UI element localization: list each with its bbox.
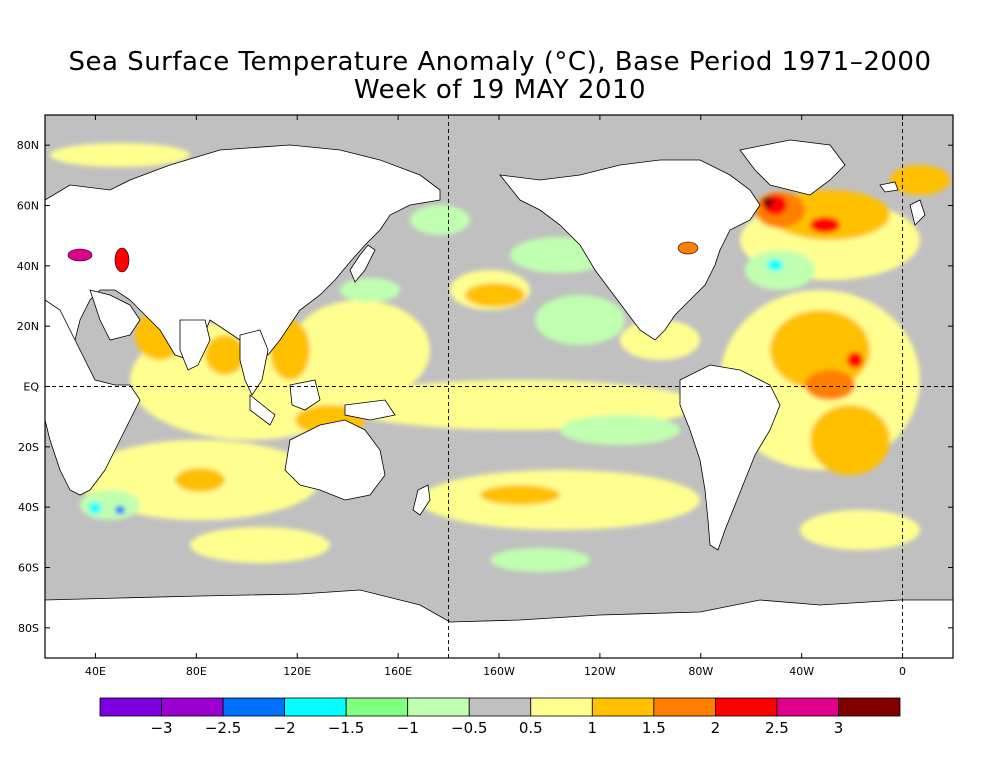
anomaly-cool-northwest-pacific bbox=[410, 205, 470, 235]
britain-land bbox=[909, 199, 926, 226]
anomaly-cool-north-atlantic bbox=[745, 250, 815, 290]
australia-land bbox=[284, 419, 386, 501]
lon-tick-label: 120E bbox=[283, 665, 311, 678]
colorbar-label: 3 bbox=[834, 719, 844, 737]
new-guinea-land bbox=[344, 399, 396, 421]
anomaly-cool-southern-ocean bbox=[490, 548, 590, 572]
map-subtitle: Week of 19 MAY 2010 bbox=[353, 75, 647, 105]
lon-tick-label: 160E bbox=[384, 665, 412, 678]
lon-tick-label: 80E bbox=[186, 665, 207, 678]
map-title: Sea Surface Temperature Anomaly (°C), Ba… bbox=[68, 47, 932, 77]
india-land bbox=[179, 319, 211, 371]
colorbar-label: −1 bbox=[397, 719, 419, 737]
colorbar-swatch bbox=[99, 697, 162, 717]
anomaly-tropical-atlantic bbox=[770, 310, 870, 390]
eurasia-land bbox=[45, 144, 441, 361]
colorbar: −3 −2.5 −2 −1.5 −1 −0.5 0.5 1 1.5 2 2.5 3 bbox=[99, 697, 901, 737]
anomaly-south-indian-cool bbox=[89, 502, 101, 514]
colorbar-label: 0.5 bbox=[519, 719, 543, 737]
japan-land bbox=[349, 244, 376, 283]
greenland-land bbox=[739, 139, 846, 196]
colorbar-swatch bbox=[653, 697, 716, 717]
colorbar-swatch bbox=[714, 697, 778, 717]
anomaly-gulf-stream-cool bbox=[767, 259, 783, 271]
southeast-asia-land bbox=[239, 329, 269, 396]
lon-tick-label: 160W bbox=[483, 665, 515, 678]
lon-tick-label: 0 bbox=[899, 665, 906, 678]
anomaly-north-pacific-subtropic bbox=[465, 283, 525, 307]
land-masses bbox=[45, 139, 953, 658]
lon-tick-label: 40W bbox=[789, 665, 814, 678]
anomaly-cool-kuroshio bbox=[340, 278, 400, 302]
colorbar-swatch bbox=[161, 697, 224, 717]
anomaly-cool-south-indian-west bbox=[80, 490, 140, 520]
colorbar-label: −2.5 bbox=[205, 719, 241, 737]
black-sea-anomaly bbox=[67, 248, 93, 262]
colorbar-label: −3 bbox=[150, 719, 172, 737]
lat-tick-label: 80S bbox=[18, 622, 39, 635]
anomaly-warm-south-atlantic-lat40 bbox=[800, 510, 920, 550]
reference-lines bbox=[45, 115, 953, 658]
anomaly-warm-south-pacific bbox=[420, 470, 700, 530]
south-america-land bbox=[679, 364, 781, 551]
antarctica-land bbox=[45, 589, 953, 658]
north-america-land bbox=[499, 159, 761, 341]
great-lakes-anomaly bbox=[677, 241, 699, 255]
anomaly-labrador-sea-peak bbox=[762, 197, 774, 207]
africa-land bbox=[45, 299, 141, 496]
anomaly-cool-south-pacific bbox=[560, 415, 680, 445]
colorbar-label: 2 bbox=[711, 719, 721, 737]
colorbar-swatch bbox=[530, 697, 593, 717]
lon-tick-label: 40E bbox=[85, 665, 106, 678]
iceland-land bbox=[879, 181, 899, 193]
colorbar-swatch bbox=[591, 697, 655, 717]
colorbar-label: −2 bbox=[274, 719, 296, 737]
lat-tick-label: 60N bbox=[17, 200, 39, 213]
latitude-axis: 80N 60N 40N 20N EQ 20S 40S 60S 80S bbox=[17, 139, 953, 635]
lat-tick-label: 40S bbox=[18, 501, 39, 514]
anomaly-north-atlantic-hot bbox=[810, 217, 840, 233]
sumatra-land bbox=[249, 394, 276, 426]
lat-tick-label: 60S bbox=[18, 562, 39, 575]
anomaly-cool-central-pacific bbox=[535, 295, 625, 345]
colorbar-swatch bbox=[468, 697, 532, 717]
anomaly-west-arctic bbox=[890, 165, 950, 195]
anomaly-mid-south-atlantic bbox=[805, 370, 855, 400]
colorbar-label: 2.5 bbox=[765, 719, 789, 737]
lat-tick-label: 40N bbox=[17, 260, 39, 273]
lon-tick-label: 80W bbox=[688, 665, 713, 678]
borneo-land bbox=[289, 379, 321, 411]
colorbar-label: −0.5 bbox=[451, 719, 487, 737]
colorbar-swatch bbox=[776, 697, 839, 717]
anomaly-tropical-atlantic-hot bbox=[847, 352, 863, 368]
colorbar-swatch bbox=[284, 697, 347, 717]
longitude-axis: 40E 80E 120E 160E 160W 120W 80W 40W 0 bbox=[85, 115, 906, 678]
anomaly-warm-western-pacific bbox=[290, 300, 430, 400]
colorbar-label: −1.5 bbox=[328, 719, 364, 737]
colorbar-swatch bbox=[222, 697, 286, 717]
anomaly-south-pacific-warm bbox=[480, 485, 560, 505]
caspian-sea-anomaly bbox=[114, 247, 130, 273]
anomaly-warm-southern-ocean bbox=[190, 527, 330, 563]
anomaly-bay-of-bengal bbox=[205, 335, 245, 375]
lat-tick-label: 80N bbox=[17, 139, 39, 152]
lat-tick-label: EQ bbox=[23, 381, 39, 394]
anomaly-southern-indian-warm bbox=[175, 468, 225, 492]
lon-tick-label: 120W bbox=[584, 665, 616, 678]
colorbar-label: 1 bbox=[588, 719, 598, 737]
colorbar-swatch bbox=[407, 697, 470, 717]
new-zealand-land bbox=[412, 484, 431, 516]
anomaly-south-atlantic bbox=[810, 405, 890, 475]
lat-tick-label: 20S bbox=[18, 441, 39, 454]
anomaly-south-indian-cool-2 bbox=[115, 506, 125, 514]
colorbar-label: 1.5 bbox=[642, 719, 666, 737]
arabia-land bbox=[89, 289, 141, 341]
anomaly-warm-arctic bbox=[50, 143, 190, 167]
colorbar-swatch bbox=[345, 697, 409, 717]
lat-tick-label: 20N bbox=[17, 320, 39, 333]
colorbar-swatch bbox=[838, 697, 901, 717]
